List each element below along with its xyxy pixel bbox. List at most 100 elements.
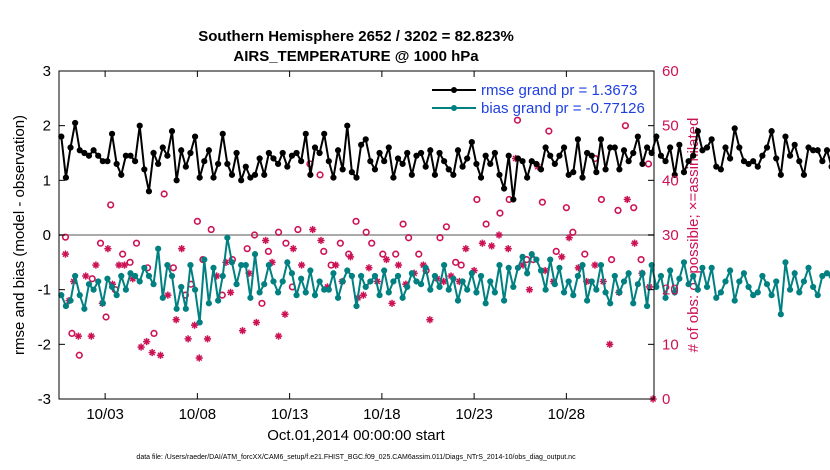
rmse-point	[201, 158, 208, 165]
bias-point	[680, 259, 688, 266]
rmse-point	[625, 158, 632, 165]
obs-possible-point	[415, 250, 423, 258]
bias-point	[247, 294, 254, 301]
bias-point	[431, 272, 439, 280]
obs-assimilated-point	[504, 245, 512, 253]
rmse-point	[468, 138, 475, 146]
rmse-point	[81, 149, 88, 157]
rmse-point	[358, 141, 365, 148]
obs-possible-point	[88, 275, 96, 283]
bias-point	[620, 278, 628, 285]
rmse-point	[141, 166, 148, 173]
obs-assimilated-point	[281, 310, 289, 318]
bias-point	[685, 281, 692, 288]
bias-point	[533, 256, 540, 263]
bias-point	[782, 259, 789, 266]
bias-point	[205, 300, 213, 307]
right-tick-label: 10	[662, 336, 679, 353]
bias-point	[228, 259, 236, 266]
bias-point	[256, 289, 263, 296]
bias-point	[104, 275, 111, 282]
bias-point	[588, 278, 595, 285]
rmse-point	[145, 188, 153, 195]
bias-point	[482, 300, 489, 307]
bias-point	[113, 292, 120, 299]
rmse-point	[330, 174, 337, 181]
rmse-point	[459, 163, 466, 170]
rmse-point	[593, 169, 600, 176]
obs-possible-point	[160, 190, 168, 198]
right-axis-label: # of obs: o=possible; ×=assimilated	[685, 118, 702, 353]
bias-point	[487, 278, 494, 285]
rmse-point	[348, 169, 355, 176]
obs-assimilated-point	[148, 348, 156, 357]
bias-point	[81, 305, 88, 312]
bias-point	[777, 311, 784, 318]
rmse-point	[500, 185, 508, 192]
rmse-point	[339, 166, 346, 173]
rmse-point	[694, 128, 701, 135]
bias-point	[145, 272, 153, 280]
rmse-point	[708, 136, 715, 143]
obs-assimilated-point	[178, 245, 186, 253]
bias-point	[233, 281, 240, 288]
bias-point	[348, 272, 355, 280]
bias-point	[362, 283, 369, 291]
rmse-point	[311, 144, 319, 151]
rmse-point	[441, 158, 448, 165]
left-tick-label: -3	[38, 391, 51, 408]
obs-possible-point	[282, 239, 290, 247]
rmse-point	[657, 152, 665, 159]
legend-marker-rmse	[451, 87, 457, 93]
bias-point	[302, 289, 309, 296]
rmse-point	[233, 149, 240, 157]
bias-point	[763, 281, 771, 288]
rmse-point	[556, 152, 563, 159]
rmse-point	[371, 166, 379, 173]
obs-assimilated-point	[488, 242, 496, 250]
rmse-point	[680, 169, 688, 176]
bias-point	[293, 292, 300, 299]
rmse-point	[413, 152, 420, 159]
obs-possible-point	[264, 247, 273, 255]
obs-possible-point	[193, 217, 201, 225]
rmse-point	[477, 174, 485, 181]
bias-point	[390, 278, 397, 285]
obs-assimilated-point	[191, 321, 199, 329]
obs-assimilated-point	[558, 253, 566, 261]
rmse-point	[215, 160, 222, 168]
bias-point	[136, 278, 143, 285]
bias-point	[454, 297, 462, 304]
bias-point	[796, 289, 803, 296]
bias-point	[122, 286, 129, 293]
bias-point	[791, 270, 798, 277]
rmse-point	[127, 152, 134, 159]
obs-assimilated-point	[332, 261, 340, 269]
bias-point	[602, 289, 609, 296]
obs-possible-point	[243, 245, 251, 253]
bias-point	[805, 264, 812, 271]
bias-point	[381, 267, 388, 274]
rmse-point	[510, 196, 517, 203]
rmse-point	[72, 119, 79, 127]
obs-possible-point	[352, 217, 360, 225]
bias-point	[786, 286, 794, 293]
rmse-point	[514, 155, 522, 162]
bias-point	[224, 234, 231, 241]
bias-point	[754, 289, 761, 296]
obs-possible-point	[614, 206, 622, 214]
bias-point	[464, 286, 471, 293]
bias-point	[565, 278, 572, 285]
rmse-point	[819, 158, 826, 165]
bias-point	[394, 272, 402, 280]
bias-point	[417, 281, 425, 288]
rmse-point	[602, 166, 609, 173]
bias-point	[639, 270, 646, 277]
rmse-point	[334, 147, 342, 154]
obs-possible-point	[545, 127, 553, 135]
bias-point	[427, 286, 434, 293]
obs-assimilated-point	[426, 316, 434, 324]
bias-point	[519, 253, 526, 260]
rmse-point	[685, 158, 692, 165]
